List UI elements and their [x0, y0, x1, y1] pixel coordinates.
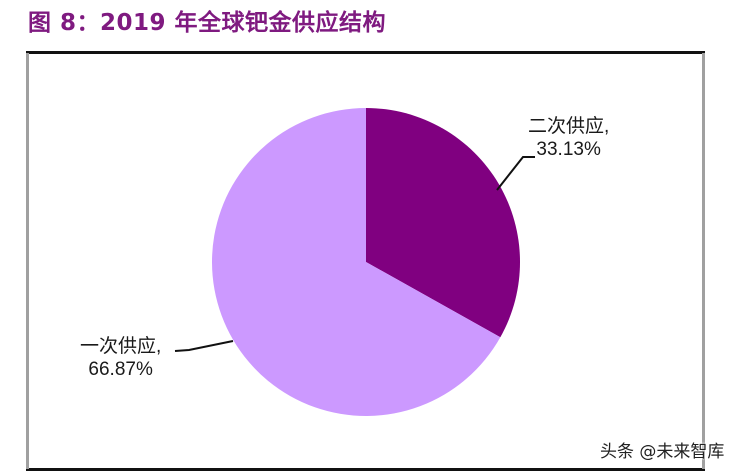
slice-label-primary-value: 66.87%: [88, 359, 153, 380]
frame-top-border: [26, 51, 705, 54]
slice-label-primary: 一次供应, 66.87%: [80, 335, 161, 381]
pie-slice-secondary-supply: [366, 108, 520, 338]
frame-right-border: [702, 53, 705, 469]
frame-left-border: [26, 53, 29, 469]
slice-label-primary-name: 一次供应,: [80, 336, 162, 357]
leader-line-primary: [174, 340, 234, 352]
pie-slices: [212, 108, 520, 417]
frame-bottom-border: [26, 468, 705, 471]
figure-title: 图 8：2019 年全球钯金供应结构: [28, 10, 387, 36]
slice-label-secondary-name: 二次供应,: [528, 116, 610, 137]
chart-frame: [26, 51, 705, 471]
slice-label-secondary: 二次供应, 33.13%: [528, 115, 609, 161]
watermark: 头条 @未来智库: [600, 442, 725, 462]
slice-label-secondary-value: 33.13%: [536, 139, 601, 160]
leader-line-secondary: [496, 156, 535, 191]
pie-slice-primary-supply: [212, 108, 501, 417]
